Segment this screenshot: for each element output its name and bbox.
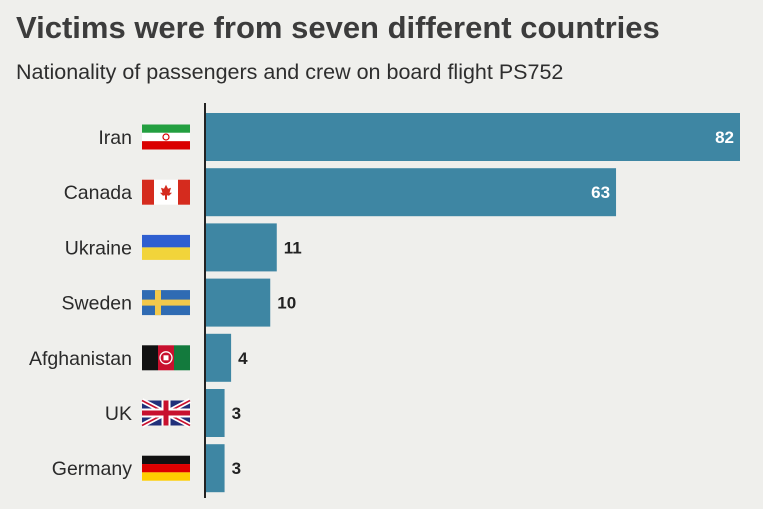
value-label-canada: 63 [591,183,610,202]
ukraine-flag-icon [142,234,190,260]
category-label-germany: Germany [52,458,132,480]
value-label-ukraine: 11 [284,238,302,257]
sweden-flag-icon [142,290,190,316]
category-label-sweden: Sweden [62,293,132,315]
category-label-ukraine: Ukraine [65,237,132,259]
afghanistan-flag-icon [142,345,190,371]
germany-flag-icon [142,455,190,481]
iran-flag-icon [142,124,190,150]
canada-flag-icon [142,179,190,205]
bar-germany [205,444,225,493]
bar-uk [205,389,225,437]
category-label-canada: Canada [64,182,132,204]
uk-flag-icon [140,398,192,428]
value-label-uk: 3 [232,404,241,423]
value-label-germany: 3 [232,459,241,478]
chart-subtitle: Nationality of passengers and crew on bo… [16,60,564,84]
value-label-afghanistan: 4 [238,349,248,368]
bar-iran [205,113,740,161]
bar-afghanistan [205,333,232,382]
bar-canada [205,168,617,217]
category-label-iran: Iran [98,127,132,149]
value-label-sweden: 10 [277,294,296,313]
chart-title: Victims were from seven different countr… [16,10,660,45]
bar-ukraine [205,223,277,272]
category-label-uk: UK [105,403,132,425]
value-label-iran: 82 [715,128,734,147]
bar-sweden [205,278,271,327]
category-label-afghanistan: Afghanistan [29,348,132,370]
